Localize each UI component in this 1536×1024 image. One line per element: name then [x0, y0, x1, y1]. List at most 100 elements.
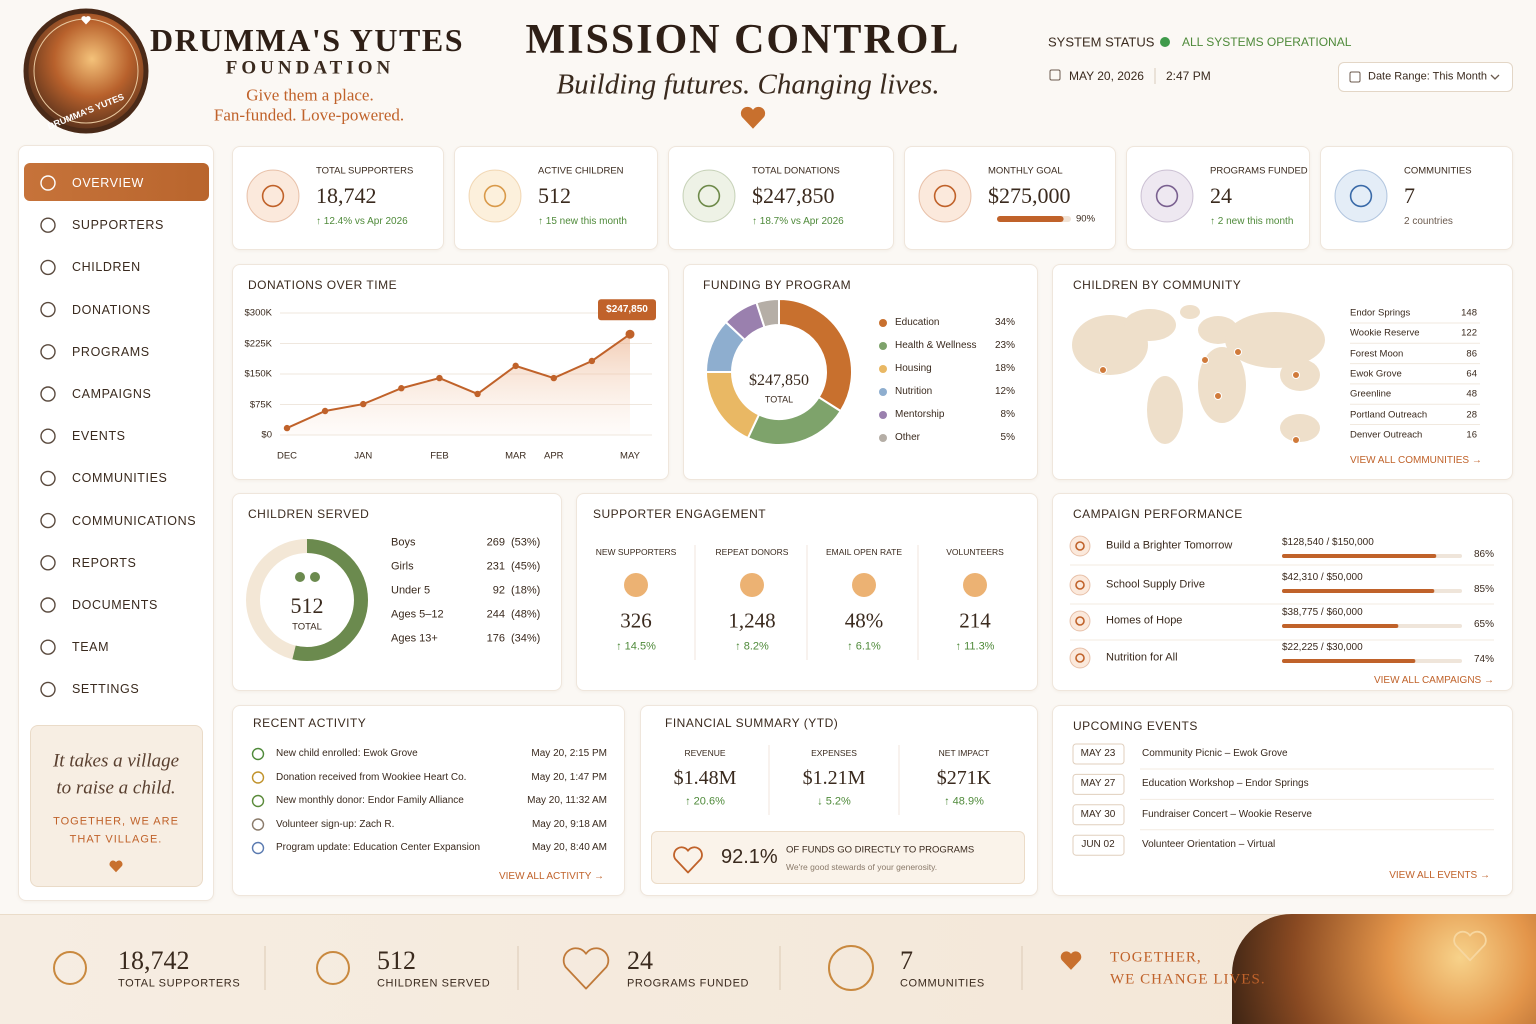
kpi-card: [1126, 146, 1310, 250]
campaign-amount: $42,310 / $50,000: [1282, 572, 1363, 583]
nav-icon: [40, 301, 56, 318]
community-value: 148: [1461, 307, 1477, 319]
org-name: DRUMMA'S YUTES: [149, 22, 465, 58]
campaign-name: School Supply Drive: [1106, 578, 1206, 591]
children-icon: [310, 572, 320, 582]
date-range[interactable]: Date Range: This Month: [1368, 70, 1488, 83]
metric-icon: [624, 573, 648, 597]
heart-icon: [1454, 932, 1486, 961]
footer-value: 18,742: [118, 946, 190, 975]
point: [283, 424, 291, 432]
event-date: JUN 02: [1081, 839, 1115, 851]
community-name: Portland Outreach: [1350, 408, 1428, 420]
nav-item[interactable]: SUPPORTERS: [72, 217, 164, 232]
nav-item[interactable]: COMMUNITIES: [72, 471, 168, 486]
activity-time: May 20, 1:47 PM: [531, 771, 607, 783]
status-dot: [1160, 37, 1170, 47]
y-tick-label: $150K: [244, 368, 272, 380]
point: [550, 374, 557, 382]
activity-icon: [251, 771, 265, 784]
kpi-value: 512: [538, 183, 571, 208]
community-name: Endor Springs: [1350, 307, 1411, 319]
row-label: Girls: [391, 560, 414, 573]
legend-dot: [879, 319, 887, 327]
nav-item[interactable]: REPORTS: [72, 555, 137, 570]
nav-item[interactable]: CAMPAIGNS: [72, 386, 152, 401]
card-title: SUPPORTER ENGAGEMENT: [593, 507, 767, 521]
card-title: CHILDREN SERVED: [248, 507, 370, 521]
heart-icon: [564, 948, 609, 988]
kpi-icon: [682, 169, 736, 223]
fin-value: $271K: [936, 767, 992, 789]
metric-change: ↑ 11.3%: [955, 640, 995, 653]
campaign-amount: $128,540 / $150,000: [1282, 537, 1374, 548]
community-value: 28: [1466, 408, 1477, 420]
view-all-link[interactable]: VIEW ALL CAMPAIGNS →: [1373, 675, 1494, 686]
point: [512, 362, 519, 370]
legend-label: Nutrition: [895, 386, 933, 397]
nav-item[interactable]: DOCUMENTS: [72, 597, 158, 612]
ring-segment: [246, 539, 368, 661]
kpi-value: 7: [1404, 183, 1415, 208]
y-tick-label: $0: [261, 429, 272, 441]
row-value: 244: [486, 608, 505, 621]
fin-value: $1.48M: [673, 767, 737, 789]
motto: TOGETHER,: [1110, 949, 1202, 966]
event-name: Education Workshop – Endor Springs: [1142, 778, 1309, 790]
y-tick-label: $75K: [249, 398, 272, 410]
community-value: 16: [1466, 429, 1477, 441]
community-name: Wookie Reserve: [1350, 327, 1420, 339]
legend-dot: [879, 342, 887, 350]
fin-label: NET IMPACT: [938, 747, 990, 758]
ring-total: 512: [290, 593, 324, 618]
row-pct: (45%): [511, 560, 541, 573]
view-all-link[interactable]: VIEW ALL EVENTS →: [1389, 870, 1490, 881]
nav-item[interactable]: DONATIONS: [72, 302, 151, 317]
x-tick-label: APR: [543, 450, 564, 462]
nav-item[interactable]: SETTINGS: [72, 682, 140, 697]
kpi-value: 18,742: [316, 183, 377, 208]
metric-label: EMAIL OPEN RATE: [825, 546, 903, 557]
y-tick-label: $225K: [244, 337, 272, 349]
kpi-value: $275,000: [988, 183, 1071, 208]
kpi-label: ACTIVE CHILDREN: [538, 165, 624, 177]
nav-item[interactable]: EVENTS: [72, 428, 126, 443]
nav-item[interactable]: OVERVIEW: [72, 175, 144, 190]
footer-value: 7: [900, 946, 913, 975]
campaign-icon: [1069, 574, 1091, 596]
row-value: 176: [486, 632, 505, 645]
card-title: UPCOMING EVENTS: [1073, 719, 1198, 733]
campaign-name: Nutrition for All: [1106, 651, 1178, 664]
metric-value: 326: [620, 608, 652, 633]
nav-item[interactable]: CHILDREN: [72, 260, 141, 275]
map-pin: [1099, 366, 1107, 374]
campaign-amount: $22,225 / $30,000: [1282, 642, 1363, 653]
row-label: Ages 5–12: [391, 608, 444, 621]
event-name: Fundraiser Concert – Wookie Reserve: [1142, 808, 1312, 820]
campaign-amount: $38,775 / $60,000: [1282, 607, 1363, 618]
view-all-link[interactable]: VIEW ALL ACTIVITY →: [498, 871, 604, 882]
activity-icon: [251, 841, 265, 855]
campaign-icon-glyph: [1075, 616, 1085, 626]
donut-slice: [746, 395, 843, 446]
nav-item[interactable]: COMMUNICATIONS: [72, 513, 197, 528]
card-title: DONATIONS OVER TIME: [248, 278, 398, 292]
quote-motto: THAT VILLAGE.: [69, 833, 163, 846]
event-date: MAY 30: [1080, 808, 1116, 820]
row-value: 269: [486, 536, 505, 549]
view-all-link[interactable]: VIEW ALL COMMUNITIES →: [1350, 455, 1482, 466]
campaign-pct: 86%: [1473, 549, 1494, 560]
campaign-name: Homes of Hope: [1106, 614, 1183, 627]
activity-card: [232, 705, 625, 896]
kpi-icon: [918, 169, 972, 223]
point: [588, 357, 596, 365]
heart-icon: [81, 16, 91, 25]
x-tick-label: FEB: [430, 450, 449, 462]
kpi-card: [232, 146, 444, 250]
nav-item[interactable]: TEAM: [72, 639, 110, 654]
legend-value: 23%: [994, 340, 1015, 351]
date-range-button[interactable]: [1338, 62, 1513, 92]
legend-value: 12%: [994, 386, 1015, 397]
nav-item[interactable]: PROGRAMS: [72, 344, 150, 359]
